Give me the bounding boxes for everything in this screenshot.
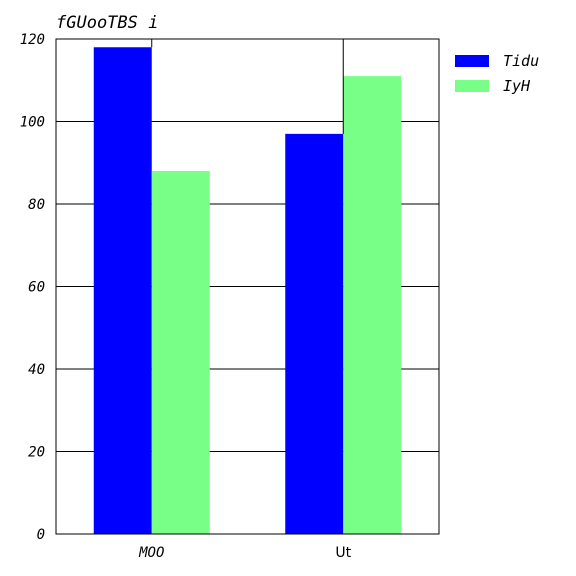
bar-IyH-MOO <box>151 171 210 534</box>
bars <box>93 47 402 534</box>
category-separators <box>151 39 344 134</box>
bar-Tidu-MOO <box>93 47 152 534</box>
x-axis-ticks: MOO Ut <box>138 545 352 561</box>
y-tick-label: 0 <box>37 527 45 543</box>
y-tick-label: 40 <box>28 362 45 378</box>
y-tick-label: 80 <box>28 197 45 213</box>
bar-IyH-Ut <box>343 76 402 534</box>
y-tick-label: 100 <box>20 115 45 131</box>
legend-label: IyH <box>503 77 531 95</box>
bar-Tidu-Ut <box>285 133 344 534</box>
y-tick-label: 60 <box>28 280 45 296</box>
x-tick-label: MOO <box>138 545 164 561</box>
x-tick-label: Ut <box>335 545 351 561</box>
legend-swatch <box>455 55 489 67</box>
y-tick-label: 120 <box>20 32 45 48</box>
y-axis-ticks: 0 20 40 60 80 100 120 <box>20 32 45 543</box>
plot-frame <box>55 38 440 535</box>
chart-title: fGUooTBS i <box>56 13 158 33</box>
y-tick-label: 20 <box>28 445 45 461</box>
legend: Tidu IyH <box>455 52 539 95</box>
legend-swatch <box>455 80 489 92</box>
legend-label: Tidu <box>503 52 539 70</box>
